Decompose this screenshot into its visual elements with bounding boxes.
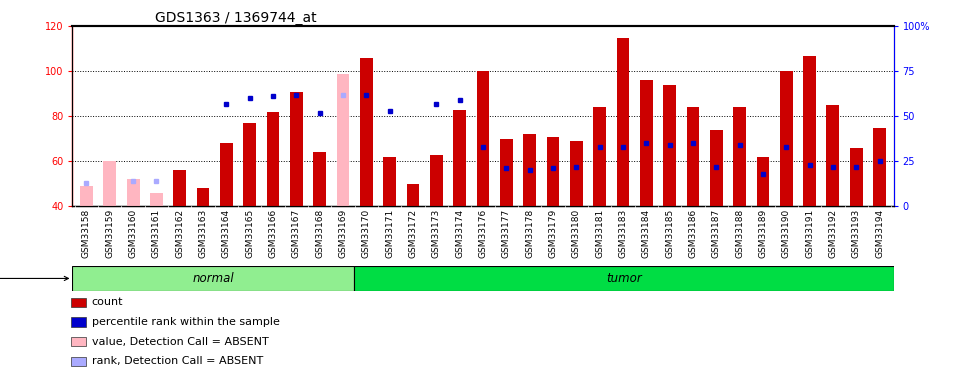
Bar — [220, 143, 233, 206]
Text: GSM33158: GSM33158 — [82, 209, 91, 258]
Text: count: count — [92, 297, 123, 307]
Text: GSM33173: GSM33173 — [432, 209, 440, 258]
Text: GSM33161: GSM33161 — [152, 209, 161, 258]
Bar — [873, 128, 886, 206]
Text: GSM33193: GSM33193 — [852, 209, 861, 258]
Text: GSM33171: GSM33171 — [385, 209, 394, 258]
Text: GSM33185: GSM33185 — [666, 209, 674, 258]
Text: GSM33176: GSM33176 — [478, 209, 488, 258]
Bar — [476, 71, 490, 206]
Text: GDS1363 / 1369744_at: GDS1363 / 1369744_at — [155, 11, 316, 25]
Bar — [407, 184, 419, 206]
Bar — [500, 139, 513, 206]
Text: GSM33162: GSM33162 — [175, 209, 185, 258]
Text: GSM33179: GSM33179 — [549, 209, 557, 258]
Text: GSM33190: GSM33190 — [781, 209, 791, 258]
Text: percentile rank within the sample: percentile rank within the sample — [92, 317, 279, 327]
Bar — [780, 71, 793, 206]
Bar — [710, 130, 723, 206]
Text: GSM33181: GSM33181 — [595, 209, 604, 258]
Text: GSM33177: GSM33177 — [501, 209, 511, 258]
Text: GSM33186: GSM33186 — [689, 209, 697, 258]
Text: disease state: disease state — [0, 273, 69, 284]
Bar — [803, 56, 816, 206]
Text: GSM33174: GSM33174 — [455, 209, 465, 258]
Text: GSM33168: GSM33168 — [315, 209, 325, 258]
Bar — [71, 298, 86, 307]
Bar — [756, 157, 769, 206]
Bar — [313, 152, 327, 206]
Text: GSM33178: GSM33178 — [526, 209, 534, 258]
Bar — [80, 186, 93, 206]
Text: GSM33191: GSM33191 — [805, 209, 814, 258]
Text: GSM33172: GSM33172 — [409, 209, 417, 258]
Text: GSM33180: GSM33180 — [572, 209, 581, 258]
Text: normal: normal — [192, 272, 234, 285]
Bar — [593, 107, 606, 206]
Bar — [127, 179, 139, 206]
Bar — [850, 148, 863, 206]
Bar — [384, 157, 396, 206]
Text: GSM33163: GSM33163 — [199, 209, 208, 258]
Text: GSM33183: GSM33183 — [618, 209, 628, 258]
Text: tumor: tumor — [606, 272, 641, 285]
Bar — [103, 161, 116, 206]
Text: GSM33159: GSM33159 — [105, 209, 114, 258]
Bar — [150, 193, 163, 206]
Text: rank, Detection Call = ABSENT: rank, Detection Call = ABSENT — [92, 356, 263, 366]
Bar — [71, 317, 86, 327]
Text: GSM33188: GSM33188 — [735, 209, 744, 258]
Text: GSM33187: GSM33187 — [712, 209, 721, 258]
Text: GSM33184: GSM33184 — [641, 209, 651, 258]
Text: GSM33166: GSM33166 — [269, 209, 277, 258]
Bar — [173, 170, 186, 206]
Text: GSM33192: GSM33192 — [829, 209, 838, 258]
Bar — [360, 58, 373, 206]
Bar — [290, 92, 302, 206]
Bar — [72, 266, 354, 291]
Text: value, Detection Call = ABSENT: value, Detection Call = ABSENT — [92, 337, 269, 347]
Text: GSM33170: GSM33170 — [362, 209, 371, 258]
Bar — [524, 134, 536, 206]
Bar — [197, 188, 210, 206]
Bar — [639, 80, 653, 206]
Bar — [827, 105, 839, 206]
Text: GSM33167: GSM33167 — [292, 209, 300, 258]
Bar — [570, 141, 582, 206]
Text: GSM33165: GSM33165 — [245, 209, 254, 258]
Text: GSM33169: GSM33169 — [338, 209, 348, 258]
Bar — [354, 266, 894, 291]
Bar — [453, 110, 466, 206]
Text: GSM33164: GSM33164 — [222, 209, 231, 258]
Bar — [664, 85, 676, 206]
Text: GSM33194: GSM33194 — [875, 209, 884, 258]
Bar — [547, 136, 559, 206]
Text: GSM33160: GSM33160 — [128, 209, 137, 258]
Bar — [687, 107, 699, 206]
Bar — [336, 74, 350, 206]
Bar — [267, 112, 279, 206]
Bar — [733, 107, 746, 206]
Text: GSM33189: GSM33189 — [758, 209, 767, 258]
Bar — [243, 123, 256, 206]
Bar — [616, 38, 630, 206]
Bar — [71, 357, 86, 366]
Bar — [430, 154, 442, 206]
Bar — [71, 337, 86, 346]
